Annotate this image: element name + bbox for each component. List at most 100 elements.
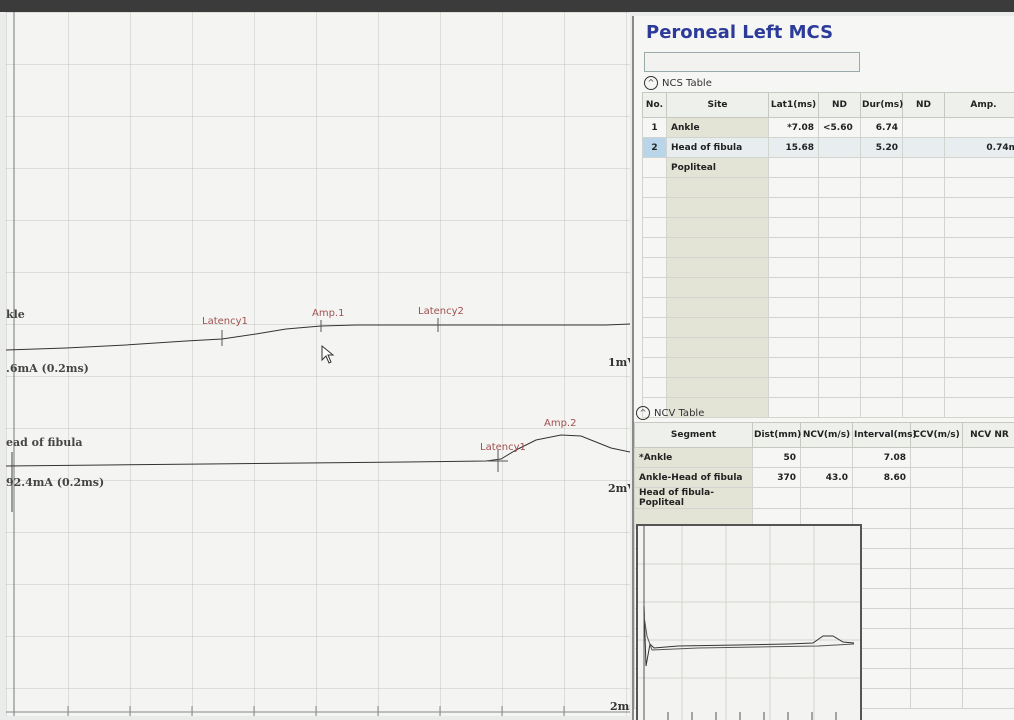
ncv-table-header[interactable]: ^ NCV Table: [636, 406, 704, 420]
empty-row: [642, 237, 1014, 258]
empty-row: [642, 197, 1014, 218]
chevron-up-icon[interactable]: ^: [644, 76, 658, 90]
table-row[interactable]: *Ankle 50 7.08: [634, 447, 1014, 468]
overview-waveform-graph[interactable]: [636, 524, 862, 720]
col-header[interactable]: Amp.: [944, 92, 1014, 118]
ncs-table-header[interactable]: ^ NCS Table: [644, 76, 712, 90]
comment-field[interactable]: [644, 52, 860, 72]
table-row[interactable]: Head of fibula-Popliteal: [634, 487, 1014, 509]
row-nr[interactable]: [962, 447, 1014, 468]
time-axis-ticks: [6, 706, 630, 716]
trace-fibula-site-label: ead of fibula: [6, 436, 83, 449]
row-interval[interactable]: 7.08: [852, 447, 911, 468]
empty-row: [642, 257, 1014, 278]
waveform-panel[interactable]: kle .6mA (0.2ms) Latency1 Amp.1 Latency2…: [6, 12, 630, 716]
col-header[interactable]: Site: [666, 92, 769, 118]
overview-ticks: [667, 712, 837, 720]
row-nd1[interactable]: [818, 137, 861, 158]
window-top-strip: [0, 0, 1014, 12]
row-dist[interactable]: 50: [752, 447, 801, 468]
row-dist[interactable]: [752, 487, 801, 509]
marker-latency1-label[interactable]: Latency1: [202, 316, 248, 327]
empty-row: [642, 377, 1014, 398]
row-site[interactable]: Ankle: [666, 117, 769, 138]
row-dur[interactable]: 5.20: [860, 137, 903, 158]
row-lat1[interactable]: 15.68: [768, 137, 819, 158]
row-site[interactable]: Popliteal: [666, 157, 769, 178]
ncv-table-label: NCV Table: [654, 407, 705, 419]
ncs-table: No. Site Lat1(ms) ND Dur(ms) ND Amp. 1 A…: [642, 92, 1014, 418]
row-nd2[interactable]: [902, 137, 945, 158]
trace-fibula-stim-label: 92.4mA (0.2ms): [6, 476, 105, 489]
col-header[interactable]: Dist(mm): [752, 422, 801, 448]
col-header[interactable]: ND: [818, 92, 861, 118]
row-interval[interactable]: [852, 487, 911, 509]
trace-ankle-scale: 1mV: [608, 356, 630, 369]
overview-waveform-svg: [638, 526, 860, 720]
row-dist[interactable]: 370: [752, 467, 801, 488]
empty-row: [642, 177, 1014, 198]
row-nd1[interactable]: <5.60: [818, 117, 861, 138]
row-no: 2: [642, 137, 667, 158]
mouse-pointer-icon: [321, 344, 335, 364]
row-nd2[interactable]: [902, 117, 945, 138]
marker-latency1-fibula-label[interactable]: Latency1: [480, 442, 526, 453]
col-header[interactable]: Segment: [634, 422, 753, 448]
col-header[interactable]: Lat1(ms): [768, 92, 819, 118]
row-ccv[interactable]: [910, 467, 963, 488]
col-header[interactable]: Dur(ms): [860, 92, 903, 118]
row-amp[interactable]: [944, 117, 1014, 138]
col-header[interactable]: No.: [642, 92, 667, 118]
row-nr[interactable]: [962, 487, 1014, 509]
ncv-table-header-row: Segment Dist(mm) NCV(m/s) Interval(ms) C…: [634, 422, 1014, 448]
row-amp[interactable]: [944, 157, 1014, 178]
row-ncv[interactable]: [800, 447, 853, 468]
row-no: 1: [642, 117, 667, 138]
chevron-up-icon[interactable]: ^: [636, 406, 650, 420]
row-ncv[interactable]: 43.0: [800, 467, 853, 488]
time-scale-label: 2ms: [610, 700, 630, 713]
table-row[interactable]: Ankle-Head of fibula 370 43.0 8.60: [634, 467, 1014, 488]
table-row[interactable]: Popliteal: [642, 157, 1014, 178]
empty-row: [642, 337, 1014, 358]
empty-row: [642, 357, 1014, 378]
marker-amp2-label[interactable]: Amp.2: [544, 418, 577, 429]
empty-row: [642, 217, 1014, 238]
row-dur[interactable]: [860, 157, 903, 178]
col-header[interactable]: CCV(m/s): [910, 422, 963, 448]
page-title: Peroneal Left MCS: [646, 22, 834, 43]
results-panel: Peroneal Left MCS ^ NCS Table No. Site L…: [632, 16, 1014, 720]
row-lat1[interactable]: [768, 157, 819, 178]
marker-latency2-label[interactable]: Latency2: [418, 306, 464, 317]
row-ccv[interactable]: [910, 447, 963, 468]
empty-row: [642, 277, 1014, 298]
ncs-table-header-row: No. Site Lat1(ms) ND Dur(ms) ND Amp.: [642, 92, 1014, 118]
row-interval[interactable]: 8.60: [852, 467, 911, 488]
row-dur[interactable]: 6.74: [860, 117, 903, 138]
overview-trace-1: [643, 605, 855, 667]
row-segment[interactable]: *Ankle: [634, 447, 753, 468]
row-segment[interactable]: Ankle-Head of fibula: [634, 467, 753, 488]
col-header[interactable]: NCV(m/s): [800, 422, 853, 448]
row-site[interactable]: Head of fibula: [666, 137, 769, 158]
col-header[interactable]: NCV NR: [962, 422, 1014, 448]
row-segment[interactable]: Head of fibula-Popliteal: [634, 487, 753, 509]
col-header[interactable]: ND: [902, 92, 945, 118]
trace-ankle-site-label: kle: [6, 308, 25, 321]
empty-row: [642, 297, 1014, 318]
col-header[interactable]: Interval(ms): [852, 422, 917, 448]
table-row[interactable]: 1 Ankle *7.08 <5.60 6.74: [642, 117, 1014, 138]
table-row[interactable]: 2 Head of fibula 15.68 5.20 0.74m: [642, 137, 1014, 158]
row-nd2[interactable]: [902, 157, 945, 178]
empty-row: [642, 317, 1014, 338]
row-lat1[interactable]: *7.08: [768, 117, 819, 138]
row-amp[interactable]: 0.74m: [944, 137, 1014, 158]
overview-grid: [638, 526, 860, 720]
row-ccv[interactable]: [910, 487, 963, 509]
row-nr[interactable]: [962, 467, 1014, 488]
trace-ankle-stim-label: .6mA (0.2ms): [6, 362, 89, 375]
empty-row: [642, 397, 1014, 418]
row-nd1[interactable]: [818, 157, 861, 178]
marker-amp1-label[interactable]: Amp.1: [312, 308, 345, 319]
row-ncv[interactable]: [800, 487, 853, 509]
